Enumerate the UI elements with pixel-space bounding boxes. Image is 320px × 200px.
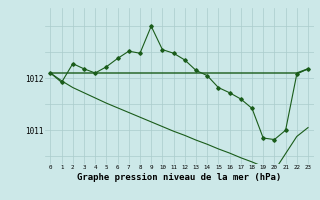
X-axis label: Graphe pression niveau de la mer (hPa): Graphe pression niveau de la mer (hPa) (77, 173, 281, 182)
